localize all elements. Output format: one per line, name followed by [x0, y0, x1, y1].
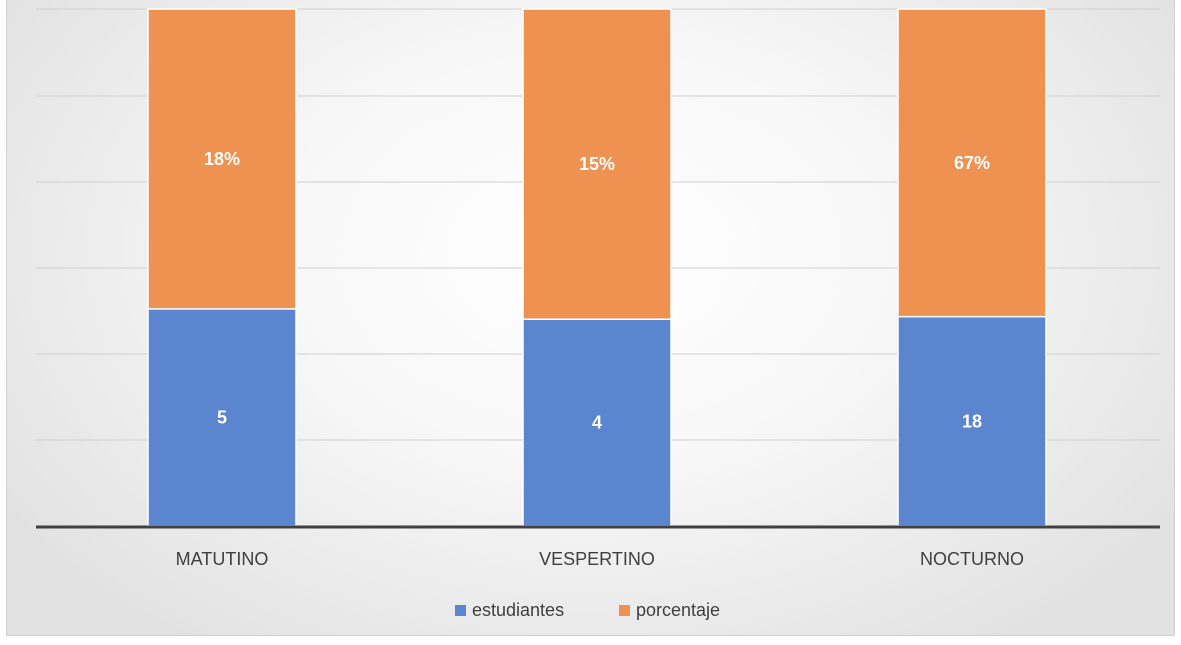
legend-label-estudiantes: estudiantes — [472, 600, 564, 620]
legend: estudiantes porcentaje — [455, 600, 720, 620]
legend-label-porcentaje: porcentaje — [636, 600, 720, 620]
category-label-nocturno: NOCTURNO — [920, 549, 1024, 569]
data-label-porcentaje-nocturno: 67% — [954, 153, 990, 173]
category-label-matutino: MATUTINO — [176, 549, 269, 569]
category-labels: MATUTINO VESPERTINO NOCTURNO — [176, 549, 1024, 569]
data-label-estudiantes-nocturno: 18 — [962, 411, 982, 431]
legend-swatch-estudiantes — [455, 605, 466, 616]
category-label-vespertino: VESPERTINO — [539, 549, 655, 569]
data-label-porcentaje-vespertino: 15% — [579, 154, 615, 174]
bar-porcentaje-nocturno — [897, 8, 1047, 318]
bar-porcentaje-vespertino — [522, 8, 672, 320]
data-label-estudiantes-matutino: 5 — [217, 407, 227, 427]
legend-swatch-porcentaje — [619, 605, 630, 616]
bar-porcentaje-matutino — [147, 8, 297, 310]
data-label-porcentaje-matutino: 18% — [204, 149, 240, 169]
bar-estudiantes-nocturno — [897, 315, 1047, 527]
data-label-estudiantes-vespertino: 4 — [592, 413, 602, 433]
bar-labels: 5 18% 4 15% 18 67% — [204, 149, 990, 433]
bars — [147, 8, 1047, 527]
